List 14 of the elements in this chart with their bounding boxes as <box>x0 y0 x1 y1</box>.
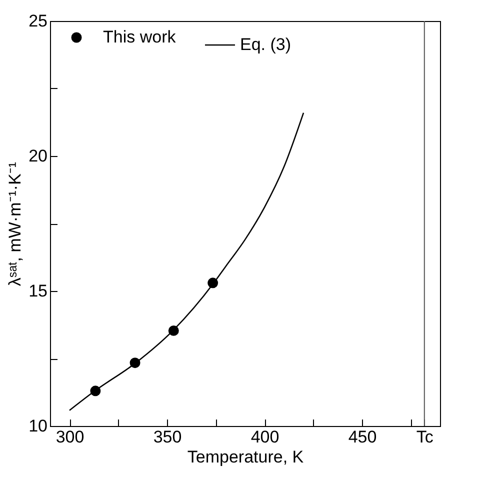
legend-label: Eq. (3) <box>240 35 292 54</box>
y-tick-label: 15 <box>28 282 48 300</box>
x-tick-label: Tc <box>416 428 434 446</box>
y-tick-label: 25 <box>28 12 48 30</box>
x-axis-title: Temperature, K <box>187 448 304 466</box>
x-tick-label: 450 <box>348 428 377 446</box>
y-axis-title: λˢᵃᵗ, mW·m⁻¹·K⁻¹ <box>6 162 25 286</box>
y-tick-label: 10 <box>28 416 48 436</box>
y-tick-label: 20 <box>28 146 48 166</box>
x-tick-label: 400 <box>250 428 280 446</box>
line-series <box>68 112 304 411</box>
x-tick-label: 300 <box>56 428 84 446</box>
legend-label: This work <box>103 28 176 46</box>
x-tick-label: 350 <box>153 428 182 446</box>
